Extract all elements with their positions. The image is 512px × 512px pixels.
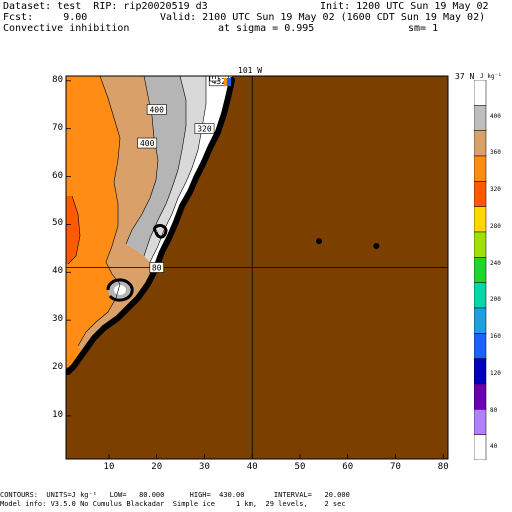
top-longitude-label: 101 W — [238, 66, 263, 75]
field-tip-orange — [224, 78, 227, 86]
y-tick-label: 50 — [52, 218, 63, 229]
coastline-loop-2 — [153, 224, 168, 239]
legend-label: 120 — [490, 369, 501, 377]
svg-text:320: 320 — [197, 125, 212, 134]
color-legend — [474, 80, 487, 460]
legend-color-swatch — [474, 130, 487, 157]
y-tick-label: 70 — [52, 122, 63, 133]
sm-label: sm= 1 — [408, 23, 439, 34]
plot-frame — [65, 75, 449, 460]
x-tick-label: 20 — [151, 462, 163, 472]
coastline-contour — [66, 77, 235, 375]
y-tick-label: 80 — [52, 74, 63, 85]
contour-label: 320 — [194, 123, 215, 134]
contour-line-1 — [77, 76, 121, 347]
x-tick-label: 50 — [294, 462, 306, 472]
legend-color-swatch — [474, 307, 487, 334]
svg-text:432: 432 — [212, 77, 227, 86]
station-dot — [316, 238, 323, 245]
contour-line-4 — [149, 76, 207, 263]
legend-color-swatch — [474, 257, 487, 283]
field-pocket-inner — [114, 285, 126, 295]
legend-color-swatch — [474, 358, 487, 385]
legend-label: 360 — [490, 149, 501, 157]
legend-label: 160 — [490, 333, 501, 341]
x-tick-label: 30 — [199, 462, 210, 472]
field-region-gray — [126, 76, 186, 256]
svg-text:H: H — [212, 72, 217, 81]
legend-color-swatch — [474, 206, 487, 233]
contour-label: 80 — [149, 262, 164, 273]
field-region-deep-orange — [66, 196, 80, 264]
y-tick-label: 20 — [52, 362, 63, 373]
station-dot — [373, 242, 380, 249]
y-tick-label: 30 — [52, 314, 63, 325]
legend-label: 280 — [490, 222, 501, 230]
contour-label: 400 — [137, 137, 158, 149]
legend-label: 200 — [490, 296, 501, 304]
sigma-label: at sigma = 0.995 — [218, 23, 315, 34]
y-tick-label: 40 — [52, 266, 63, 277]
legend-color-swatch — [474, 80, 487, 106]
legend-label: 400 — [490, 112, 501, 120]
legend-color-swatch — [474, 105, 487, 131]
legend-color-swatch — [474, 409, 487, 435]
legend-label: 240 — [490, 259, 501, 267]
valid-label: Valid: 2100 UTC Sun 19 May 02 (1600 CDT … — [160, 12, 486, 23]
x-tick-label: 80 — [437, 462, 449, 472]
contours-info: CONTOURS: UNITS=J kg⁻¹ LOW= 80.000 HIGH=… — [0, 491, 350, 499]
model-info: Model info: V3.5.0 No Cumulus Blackadar … — [0, 500, 346, 508]
legend-label: 80 — [490, 406, 498, 414]
legend-label: 40 — [490, 443, 498, 451]
legend-color-swatch — [474, 155, 487, 182]
svg-text:80: 80 — [152, 264, 162, 273]
legend-color-swatch — [474, 282, 487, 309]
y-tick-label: 10 — [52, 409, 63, 420]
legend-color-swatch — [474, 333, 487, 359]
field-tip-blue — [227, 78, 231, 86]
init-label: Init: 1200 UTC Sun 19 May 02 — [320, 1, 489, 12]
x-tick-label: 40 — [246, 462, 258, 472]
x-tick-label: 10 — [103, 462, 115, 472]
legend-color-swatch — [474, 231, 487, 258]
forecast-label: Fcst: 9.00 — [3, 12, 88, 23]
svg-text:400: 400 — [149, 106, 164, 115]
coastline-loop — [106, 278, 134, 302]
contour-line-5 — [67, 195, 81, 265]
contour-label: 400 — [146, 104, 167, 115]
x-tick-label: 70 — [390, 462, 401, 472]
legend-color-swatch — [474, 434, 487, 460]
svg-text:400: 400 — [140, 139, 155, 148]
contour-label: H — [209, 72, 219, 82]
legend-label: 320 — [490, 186, 501, 194]
right-latitude-label: 37 N — [455, 72, 475, 81]
legend-unit-label: J kg⁻¹ — [480, 73, 502, 80]
x-tick-label: 60 — [342, 462, 354, 472]
dataset-label: Dataset: test RIP: rip20020519 d3 — [3, 1, 208, 12]
field-region-light-gray — [144, 76, 206, 262]
field-label: Convective inhibition — [3, 23, 130, 34]
y-tick-label: 60 — [52, 170, 63, 181]
legend-color-swatch — [474, 181, 487, 207]
field-region-orange — [66, 76, 120, 372]
legend-color-swatch — [474, 383, 487, 410]
